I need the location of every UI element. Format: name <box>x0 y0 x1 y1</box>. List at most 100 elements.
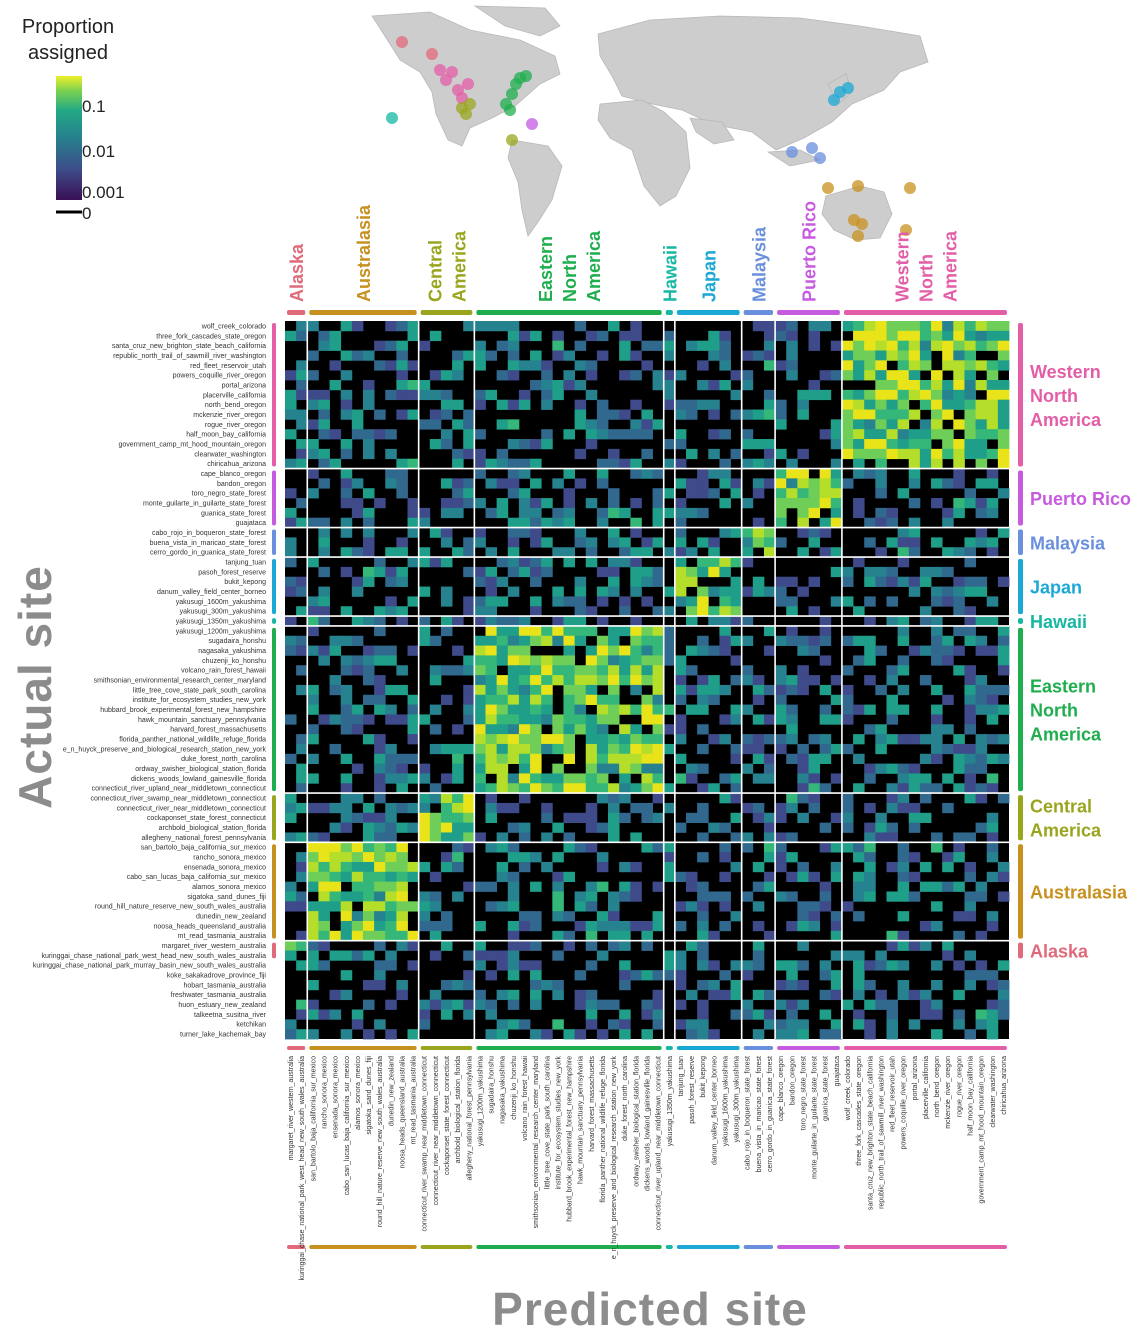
heatmap-cell <box>541 635 553 646</box>
heatmap-cell <box>530 507 542 519</box>
heatmap-cell <box>786 370 798 381</box>
heatmap-cell <box>463 439 475 450</box>
heatmap-cell <box>507 891 520 902</box>
heatmap-cell <box>463 979 475 991</box>
heatmap-cell <box>975 330 988 342</box>
heatmap-cell <box>875 409 887 420</box>
heatmap-cell <box>997 871 1010 883</box>
heatmap-cell <box>474 773 486 784</box>
heatmap-cell <box>496 478 509 489</box>
heatmap-cell <box>496 596 509 607</box>
heatmap-cell <box>385 763 397 774</box>
heatmap-cell <box>752 409 765 420</box>
heatmap-cell <box>463 812 475 824</box>
heatmap-cell <box>541 812 553 824</box>
heatmap-cell <box>841 399 854 410</box>
heatmap-cell <box>730 773 743 784</box>
heatmap-cell <box>485 901 498 912</box>
heatmap-cell <box>964 665 976 676</box>
heatmap-cell <box>552 871 564 883</box>
heatmap-cell <box>830 1029 843 1040</box>
heatmap-cell <box>296 734 308 745</box>
heatmap-cell <box>374 773 386 784</box>
bottom-region-bracket <box>309 1046 417 1050</box>
bottom-region-bracket <box>420 1046 473 1050</box>
heatmap-cell <box>396 458 408 469</box>
row-tick-label: three_fork_cascades_state_oregon <box>156 333 266 340</box>
heatmap-cell <box>808 901 821 912</box>
heatmap-cell <box>697 340 709 351</box>
heatmap-cell <box>853 557 865 568</box>
heatmap-cell <box>385 852 397 863</box>
heatmap-cell <box>853 891 865 902</box>
heatmap-cell <box>485 694 498 705</box>
heatmap-cell <box>730 743 743 755</box>
heatmap-cell <box>708 488 720 499</box>
heatmap-cell <box>853 911 865 922</box>
heatmap-cell <box>296 852 308 863</box>
heatmap-cell <box>296 330 308 342</box>
heatmap-cell <box>608 802 620 814</box>
heatmap-cell <box>496 340 509 351</box>
heatmap-cell <box>808 330 821 342</box>
heatmap-cell <box>318 842 330 853</box>
heatmap-cell <box>574 340 587 351</box>
row-tick-label: smithsonian_environmental_research_cente… <box>94 678 266 685</box>
heatmap-cell <box>942 881 954 892</box>
heatmap-cell <box>507 586 520 597</box>
heatmap-cell <box>619 753 631 765</box>
heatmap-cell <box>496 832 509 843</box>
column-region-label: Western <box>892 231 912 302</box>
heatmap-cell <box>830 930 843 942</box>
heatmap-cell <box>697 596 709 607</box>
heatmap-cell <box>307 517 319 528</box>
heatmap-cell <box>763 753 776 765</box>
heatmap-cell <box>318 655 330 666</box>
heatmap-cell <box>396 370 408 381</box>
heatmap-cell <box>463 743 475 755</box>
heatmap-cell <box>864 852 876 863</box>
top-region-bracket <box>743 310 774 315</box>
heatmap-cell <box>396 547 408 558</box>
heatmap-cell <box>875 645 887 656</box>
heatmap-cell <box>819 714 832 725</box>
heatmap-cell <box>719 586 731 597</box>
heatmap-cell <box>552 822 564 833</box>
heatmap-cell <box>652 1019 665 1030</box>
heatmap-cell <box>585 389 598 401</box>
land-greenland <box>473 5 561 37</box>
heatmap-cell <box>886 399 899 410</box>
heatmap-cell <box>574 635 587 646</box>
heatmap-cell <box>485 753 498 765</box>
heatmap-cell <box>507 517 520 528</box>
heatmap-cell <box>763 714 776 725</box>
heatmap-cell <box>585 842 598 853</box>
heatmap-cell <box>429 409 442 420</box>
heatmap-cell <box>463 429 475 440</box>
heatmap-cell <box>919 576 932 587</box>
heatmap-cell <box>496 763 509 774</box>
heatmap-cell <box>652 576 665 587</box>
heatmap-cell <box>463 793 475 804</box>
heatmap-cell <box>919 999 932 1010</box>
heatmap-cell <box>474 498 486 509</box>
heatmap-cell <box>396 783 408 794</box>
heatmap-cell <box>964 399 976 410</box>
heatmap-cell <box>986 704 999 715</box>
heatmap-cell <box>518 783 531 794</box>
heatmap-cell <box>741 635 754 646</box>
heatmap-cell <box>964 606 976 617</box>
heatmap-cell <box>830 340 843 351</box>
heatmap-cell <box>608 753 620 765</box>
heatmap-cell <box>730 576 743 587</box>
heatmap-cell <box>440 694 453 705</box>
heatmap-cell <box>919 399 932 410</box>
heatmap-cell <box>853 960 865 971</box>
heatmap-cell <box>307 704 319 715</box>
heatmap-cell <box>875 950 887 961</box>
heatmap-cell <box>975 537 988 548</box>
heatmap-cell <box>763 399 776 410</box>
heatmap-cell <box>452 507 464 519</box>
heatmap-cell <box>964 871 976 883</box>
column-tick-label: yakusugi_1350m_yakushima <box>667 1056 674 1146</box>
